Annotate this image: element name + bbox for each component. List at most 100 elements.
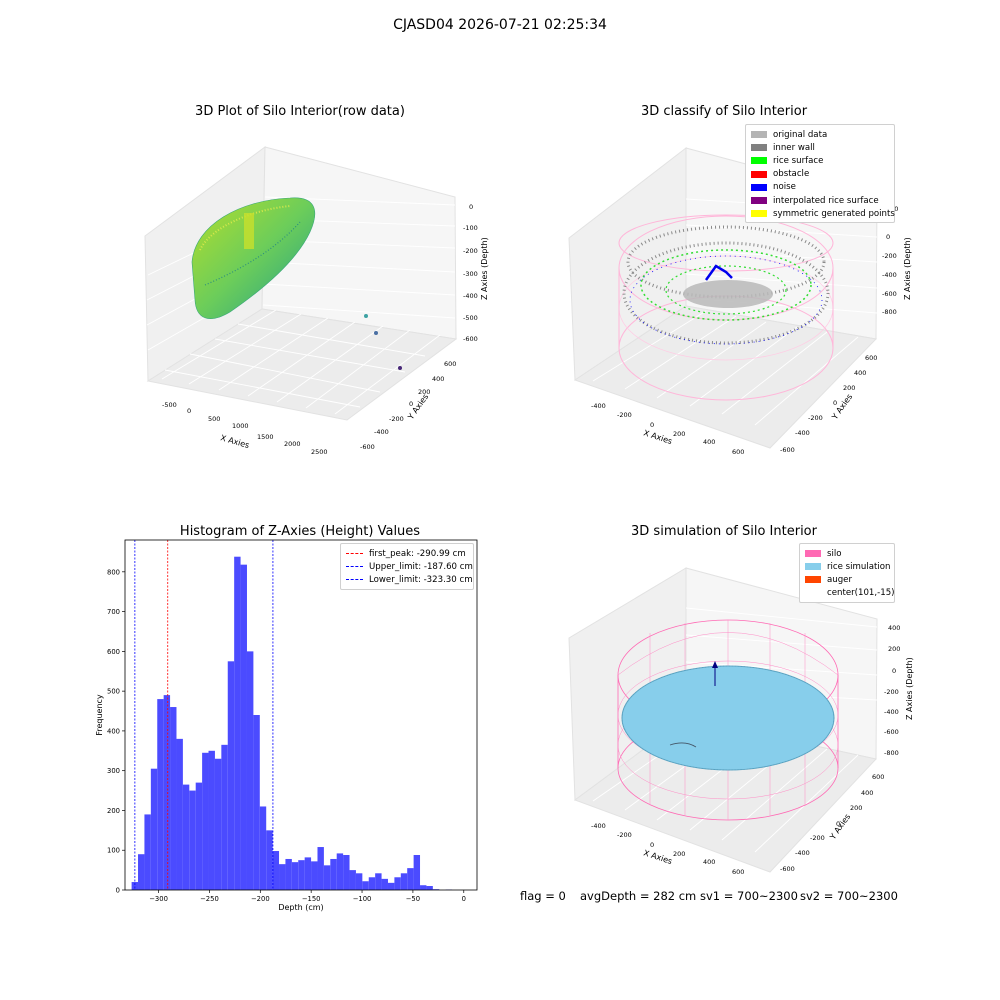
histogram-bar [208,750,215,890]
histogram-bar [349,870,356,890]
simulation-render [617,619,839,821]
histogram-bar [304,857,312,890]
raw-x-tick: 2500 [311,448,328,456]
raw-3d-plot: -500 0 500 1000 1500 2000 2500 600 400 2… [144,145,489,456]
histogram-bar [266,830,273,890]
histogram-bar [394,877,401,890]
classify-x-tick: -200 [617,411,632,419]
legend-line [346,553,363,555]
histogram-bar [182,784,190,890]
histogram-bar [400,873,408,890]
histogram-bar [285,858,292,890]
histogram-bar [157,699,164,890]
raw-y-tick: -600 [360,443,375,451]
histogram-bar [375,873,382,890]
histogram-bar [138,854,145,890]
raw-y-tick: 200 [418,388,430,396]
legend-item: rice simulation [805,560,890,573]
legend-swatch [751,144,767,152]
classify-x-tick: -400 [591,402,606,410]
legend-item: interpolated rice surface [751,194,889,207]
legend-item: obstacle [751,168,889,181]
histogram-bar [240,564,247,890]
simulation-x-tick: -400 [591,822,606,830]
classify-z-tick: -200 [882,252,897,260]
histogram-bar [202,752,209,890]
classify-y-tick: -400 [795,429,810,437]
classify-z-tick: -600 [882,290,897,298]
classify-y-ticks: 600 400 200 0 -200 -400 -600 [780,354,877,454]
simulation-z-ticks: 400 200 0 -200 -400 -600 -800 [884,624,900,757]
simulation-z-tick: -800 [884,749,899,757]
simulation-y-label: Y Axies [828,812,853,842]
legend-line [346,579,363,581]
classify-z-label: Z Axies (Depth) [903,237,912,300]
raw-x-tick: 1500 [257,433,274,441]
histogram-bar [259,806,267,890]
histogram-bar [170,707,177,890]
histogram-frame [124,539,478,891]
simulation-x-ticks: -400 -200 0 200 400 600 [591,822,744,876]
histogram-bar [131,882,139,890]
y-tick-label: 200 [107,807,120,815]
histogram-bar [195,782,203,890]
legend-item: silo [805,547,889,560]
simulation-y-tick: -200 [810,834,825,842]
simulation-y-ticks: 600 400 200 0 -200 -400 -600 [780,773,884,873]
x-tick-label: −100 [353,895,372,903]
simulation-x-label: X Axies [642,848,673,866]
y-tick-label: 700 [107,608,120,616]
legend-item: Upper_limit: -187.60 cm [346,560,473,573]
y-tick-label: 600 [107,648,120,656]
classify-y-tick: 600 [865,354,877,362]
histogram-bar [330,858,337,890]
raw-y-tick: 600 [444,360,456,368]
raw-panel-title: 3D Plot of Silo Interior(row data) [195,104,405,119]
raw-z-tick: -600 [463,335,478,343]
simulation-panel-title: 3D simulation of Silo Interior [631,524,817,539]
classify-x-tick: 400 [703,438,715,446]
histogram-bar [362,881,369,890]
legend-swatch [751,157,767,165]
histogram-bar [246,651,254,890]
raw-z-tick: -200 [463,247,478,255]
figure-title: CJASD04 2026-07-21 02:25:34 [393,17,607,33]
simulation-x-tick: 200 [673,850,685,858]
histogram-bar [272,851,280,890]
classify-3d-plot: -400 -200 0 200 400 600 600 400 200 0 -2… [568,146,912,456]
simulation-z-tick: 200 [888,645,900,653]
histogram-bar [336,853,344,890]
classify-panel-title: 3D classify of Silo Interior [640,104,808,119]
classify-y-label: Y Axies [830,392,855,422]
classify-y-tick: -600 [780,446,795,454]
raw-x-ticks: -500 0 500 1000 1500 2000 2500 [162,401,328,456]
histogram-chart: −300 −250 −200 −150 −100 −50 0 0 100 200 300 400 50… [95,539,478,912]
raw-x-tick: 2000 [284,440,301,448]
legend-swatch [751,183,767,191]
sv2-text: sv2 = 700~2300 [800,889,898,903]
y-tick-label: 0 [116,887,120,895]
raw-z-tick: -300 [463,270,478,278]
histogram-bar [189,790,196,890]
raw-x-label: X Axies [219,433,250,450]
classify-x-label: X Axies [642,428,673,446]
histogram-bar [176,738,183,890]
classify-z-tick: 0 [886,233,890,241]
raw-y-tick: -400 [374,428,389,436]
legend-swatch [751,170,767,178]
y-tick-label: 300 [107,767,120,775]
legend-item: inner wall [751,141,889,154]
avg-depth-text: avgDepth = 282 cm [580,889,697,903]
simulation-z-tick: -200 [884,688,899,696]
classify-y-tick: 0 [833,399,837,407]
raw-y-tick: 400 [432,375,444,383]
classify-x-ticks: -400 -200 0 200 400 600 [591,402,744,456]
x-tick-label: −200 [251,895,270,903]
histogram-bar [214,758,222,890]
raw-z-tick: -400 [463,292,478,300]
histogram-bar [227,661,235,890]
y-tick-label: 500 [107,688,120,696]
raw-x-tick: 0 [187,407,191,415]
histogram-bar [317,847,324,890]
histogram-bar [343,855,350,890]
